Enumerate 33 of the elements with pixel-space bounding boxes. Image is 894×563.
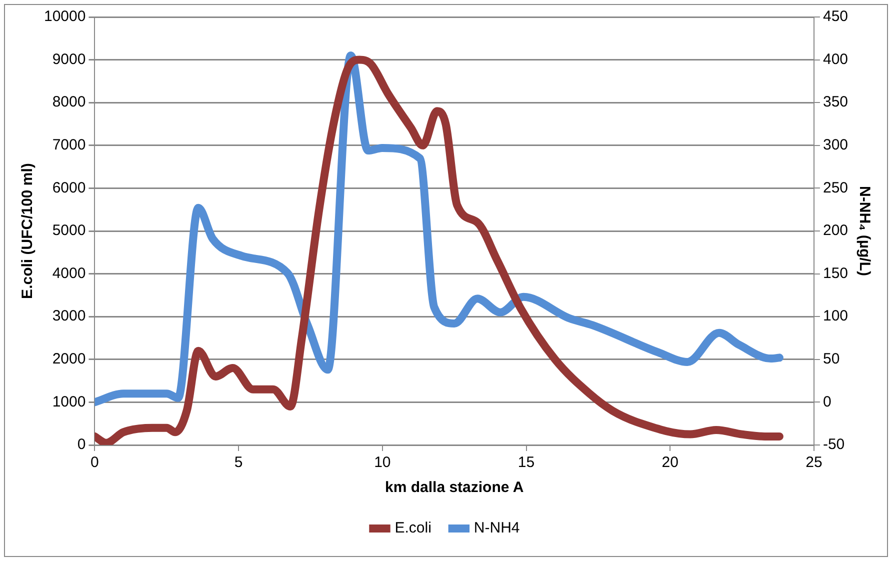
x-tick-label: 15 — [518, 454, 535, 472]
y2-tick-label: 300 — [822, 136, 848, 154]
legend-label: N-NH4 — [474, 520, 520, 537]
y-tick-label: 0 — [77, 436, 86, 454]
y2-tick-label: 400 — [822, 50, 848, 68]
y2-tick-label: 450 — [822, 8, 848, 26]
y2-tick-label: 100 — [822, 308, 848, 325]
x-tick-label: 10 — [374, 454, 391, 472]
y-axis-title: E.coli (UFC/100 ml) — [19, 163, 36, 299]
y-tick-label: 3000 — [52, 308, 86, 325]
y2-tick-label: 150 — [822, 264, 848, 282]
y-tick-label: 2000 — [52, 350, 86, 368]
y2-tick-label: 200 — [822, 222, 848, 240]
y2-tick-label: 0 — [822, 393, 832, 410]
y-tick-label: 7000 — [52, 136, 86, 154]
x-tick-label: 20 — [662, 454, 678, 472]
y-tick-label: 5000 — [52, 222, 86, 240]
x-axis-title: km dalla stazione A — [385, 479, 524, 496]
y2-tick-label: 50 — [822, 350, 840, 368]
x-tick-label: 5 — [234, 454, 243, 472]
x-tick-label: 0 — [90, 454, 99, 472]
y-tick-label: 10000 — [44, 8, 86, 26]
legend-label: E.coli — [394, 520, 432, 537]
y-tick-label: 1000 — [52, 393, 86, 410]
y-tick-label: 8000 — [52, 94, 86, 111]
y2-axis-title: N-NH₄ (µg/L) — [856, 186, 873, 276]
x-tick-label: 25 — [806, 454, 822, 472]
y2-tick-label: 250 — [822, 179, 848, 196]
y2-tick-label: 350 — [822, 94, 848, 111]
y-tick-label: 4000 — [52, 264, 86, 282]
y2-tick-label: -50 — [822, 436, 845, 454]
y-tick-label: 9000 — [52, 50, 86, 68]
y-tick-label: 6000 — [52, 179, 86, 196]
